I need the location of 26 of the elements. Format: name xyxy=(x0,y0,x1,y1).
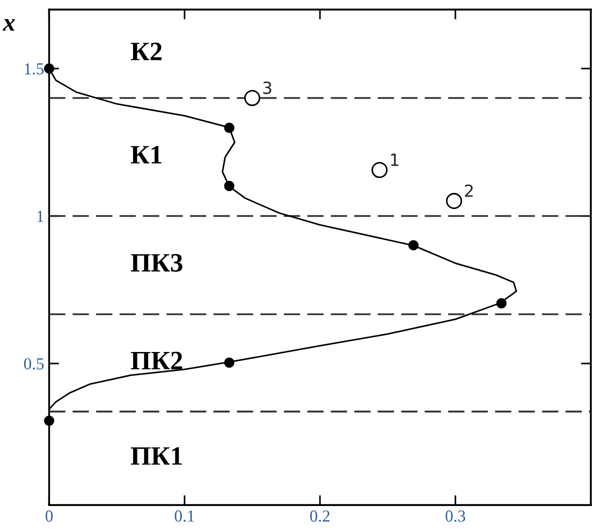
point xyxy=(224,122,234,133)
point xyxy=(408,240,419,250)
point xyxy=(44,63,54,74)
point xyxy=(372,162,388,178)
x-tick-label: 0.1 xyxy=(174,510,194,522)
y-axis-title: x xyxy=(2,19,15,31)
x-tick-label: 0 xyxy=(46,510,53,522)
annotation: ПК2 xyxy=(130,352,182,370)
annotation: К2 xyxy=(130,42,162,60)
annotation: 2 xyxy=(464,184,473,197)
annotation: ПК1 xyxy=(130,447,182,465)
y-tick-label: 0.5 xyxy=(24,358,44,370)
y-tick-label: 1.5 xyxy=(24,63,44,75)
annotation: К1 xyxy=(130,146,162,164)
annotation: ПК3 xyxy=(130,254,182,272)
x-tick-label: 0.3 xyxy=(446,510,466,522)
x-tick-label: 0.2 xyxy=(310,510,330,522)
y-tick-label: 1 xyxy=(37,210,44,222)
point xyxy=(224,180,234,192)
point xyxy=(244,90,260,106)
point xyxy=(224,357,234,368)
annotation: 3 xyxy=(263,81,272,94)
annotation: 1 xyxy=(391,154,398,166)
point xyxy=(496,298,507,308)
point xyxy=(446,192,462,210)
point xyxy=(44,416,54,426)
